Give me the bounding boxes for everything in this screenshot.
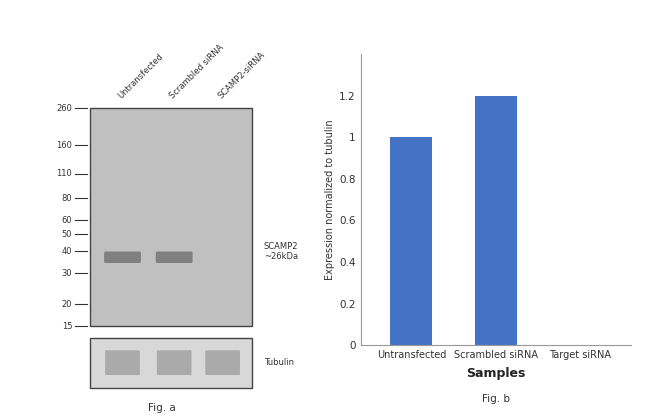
Text: 15: 15 (62, 322, 72, 331)
Text: Scrambled siRNA: Scrambled siRNA (168, 43, 226, 101)
FancyBboxPatch shape (104, 252, 141, 263)
Text: 30: 30 (62, 269, 72, 278)
FancyBboxPatch shape (156, 252, 192, 263)
FancyBboxPatch shape (205, 350, 240, 375)
Text: Tubulin: Tubulin (264, 358, 294, 367)
Bar (90, 338, 252, 388)
Text: 20: 20 (62, 300, 72, 309)
Text: SCAMP2-siRNA: SCAMP2-siRNA (216, 50, 266, 101)
Bar (390, 137, 432, 345)
Text: 40: 40 (62, 247, 72, 256)
Text: Fig. b: Fig. b (482, 394, 510, 404)
Text: 110: 110 (57, 169, 72, 178)
FancyBboxPatch shape (157, 350, 192, 375)
Text: 80: 80 (62, 194, 72, 203)
Text: Fig. a: Fig. a (148, 403, 176, 413)
Text: 60: 60 (62, 216, 72, 225)
X-axis label: Samples: Samples (466, 367, 525, 380)
FancyBboxPatch shape (105, 350, 140, 375)
Y-axis label: Expression normalized to tubulin: Expression normalized to tubulin (325, 119, 335, 280)
Text: 50: 50 (62, 230, 72, 239)
Text: SCAMP2
~26kDa: SCAMP2 ~26kDa (264, 242, 298, 261)
Text: 260: 260 (57, 104, 72, 113)
Bar (90, 108, 252, 326)
Bar (474, 96, 517, 345)
Text: 160: 160 (57, 141, 72, 150)
Text: Untransfected: Untransfected (116, 52, 165, 101)
